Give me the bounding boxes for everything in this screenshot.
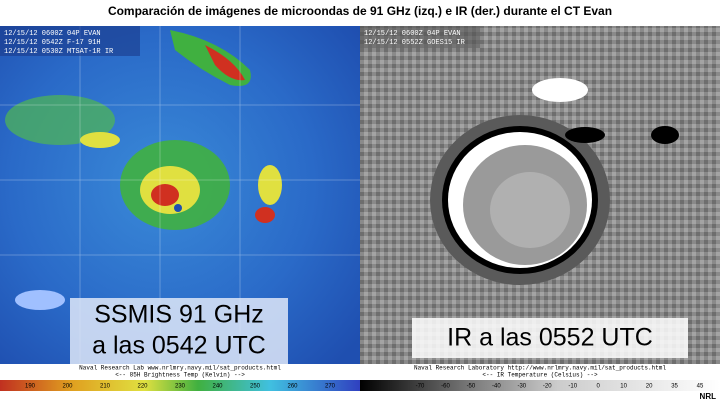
colorbar-tick-label: 0 xyxy=(597,384,601,390)
colorbar-tick-label: 200 xyxy=(62,384,73,390)
colorbar-tick-label: -60 xyxy=(441,384,450,390)
colorbar xyxy=(360,380,720,391)
image-label: a las 0542 UTC xyxy=(92,332,266,360)
colorbar-tick-label: 270 xyxy=(325,384,336,390)
label-box xyxy=(70,298,288,366)
header-line: 12/15/12 0530Z MTSAT-1R IR xyxy=(4,48,114,56)
footer-text: <-- IR Temperature (Celsius) --> xyxy=(482,372,598,379)
colorbar xyxy=(0,380,360,391)
colorbar-tick-label: -10 xyxy=(568,384,577,390)
colorbar-tick-label: -30 xyxy=(517,384,526,390)
image-label: SSMIS 91 GHz xyxy=(94,301,264,329)
colorbar-tick-label: -40 xyxy=(492,384,501,390)
microwave-features xyxy=(5,30,282,310)
colorbar-tick-label: 20 xyxy=(646,384,653,390)
header-line: 12/15/12 0542Z F-17 91H xyxy=(4,39,101,47)
colorbar-tick-label: 230 xyxy=(175,384,186,390)
colorbar-tick-label: 240 xyxy=(212,384,223,390)
footer-text: Naval Research Laboratory http://www.nrl… xyxy=(414,365,666,372)
footer-text: <-- 85H Brightness Temp (Kelvin) --> xyxy=(115,372,245,379)
colorbar-tick-label: -50 xyxy=(467,384,476,390)
header-line: 12/15/12 0600Z 04P EVAN xyxy=(4,30,101,38)
header-line: 12/15/12 0600Z 04P EVAN xyxy=(364,30,461,38)
colorbar-tick-label: -70 xyxy=(416,384,425,390)
title: Comparación de imágenes de microondas de… xyxy=(108,4,612,18)
header-box xyxy=(360,26,480,48)
colorbar-tick-label: 190 xyxy=(25,384,36,390)
colorbar-tick-label: 35 xyxy=(671,384,678,390)
header-box xyxy=(0,26,140,56)
header-line: 12/15/12 0552Z GOES15 IR xyxy=(364,39,466,47)
colorbar-tick-label: 210 xyxy=(100,384,111,390)
colorbar-tick-label: 220 xyxy=(137,384,148,390)
ir-features xyxy=(430,78,679,285)
colorbar-ticks: 190 200 210 220 230 240 250 260 270 -70 -60 -50 -40-… xyxy=(25,384,704,390)
colorbar-tick-label: -20 xyxy=(543,384,552,390)
footer-text: Naval Research Lab www.nrlmry.navy.mil/s… xyxy=(79,365,281,372)
credit: NRL xyxy=(700,392,717,401)
image-label: IR a las 0552 UTC xyxy=(447,324,653,352)
colorbar-tick-label: 250 xyxy=(250,384,261,390)
colorbar-tick-label: 260 xyxy=(287,384,298,390)
label-box xyxy=(412,318,688,358)
colorbar-tick-label: 45 xyxy=(697,384,704,390)
colorbar-tick-label: 10 xyxy=(620,384,627,390)
